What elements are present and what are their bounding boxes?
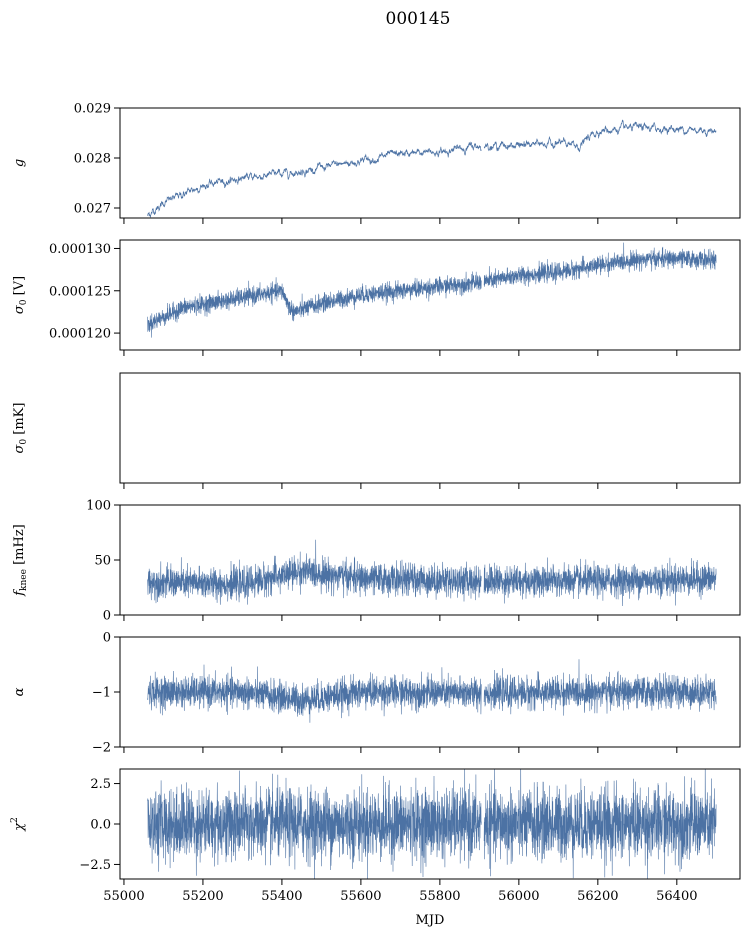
y-tick-label: −1 (92, 686, 111, 701)
panel-3: σ0 [mK] (12, 205, 741, 489)
y-tick-label: 0.000130 (49, 242, 111, 257)
y-label-symbol: α (12, 687, 27, 696)
x-tick-label: 55800 (419, 889, 460, 904)
y-label-unit: [mK] (12, 403, 27, 439)
x-tick-label: 56400 (656, 889, 697, 904)
series-line (147, 242, 717, 338)
axes-frame (119, 107, 741, 219)
x-tick-label: 55400 (261, 889, 302, 904)
y-label-symbol: σ (12, 443, 27, 453)
panel-6: −2.5 0.0 2.5 55000 55200 55400 55600 55800 56000… (10, 768, 741, 904)
series-line (147, 659, 717, 723)
y-label-subscript: 0 (19, 439, 29, 445)
y-tick-label: 0.000120 (49, 327, 111, 342)
y-tick-label: 0 (103, 609, 111, 624)
axes-frame (119, 239, 741, 351)
y-tick-label: 2.5 (90, 777, 111, 792)
panels: 0.027 0.028 0.029 g 0.000120 0.000125 0.000130… (10, 102, 741, 904)
y-axis-label: α (12, 687, 27, 696)
x-tick-label: 55200 (182, 889, 223, 904)
axes-frame (119, 504, 741, 616)
y-label-subscript: knee (19, 569, 29, 591)
y-tick-label: −2.5 (79, 858, 111, 873)
panel-5: −2 −1 0 α (12, 631, 741, 756)
y-tick-label: 0.000125 (49, 284, 111, 299)
panel-2: 0.000120 0.000125 0.000130 σ0 [V] (12, 239, 741, 356)
y-label-symbol: g (12, 159, 27, 167)
y-label-symbol: σ (12, 304, 27, 314)
y-tick-label: 0.028 (74, 152, 111, 167)
series-line (148, 205, 717, 362)
x-tick-label: 56000 (498, 889, 539, 904)
x-axis-label: MJD (416, 913, 445, 928)
y-axis-label: fknee [mHz] (12, 524, 29, 597)
panel-4: 0 50 100 fknee [mHz] (12, 499, 741, 624)
x-tick-label: 56200 (577, 889, 618, 904)
x-tick-label: 55000 (103, 889, 144, 904)
y-label-unit: [V] (12, 276, 27, 300)
series-line (147, 539, 717, 607)
y-label-symbol: f (12, 589, 27, 597)
y-tick-label: 50 (94, 554, 111, 569)
panel-1: 0.027 0.028 0.029 g (12, 102, 741, 224)
y-label-subscript: 0 (19, 299, 29, 305)
y-axis-label: σ0 [mK] (12, 403, 29, 454)
series-line (147, 119, 717, 218)
y-label-unit: [mHz] (12, 524, 27, 569)
y-label-symbol: χ (12, 822, 27, 832)
x-tick-label: 55600 (340, 889, 381, 904)
series-line (147, 769, 717, 879)
y-axis-label: σ0 [V] (12, 276, 29, 314)
y-axis-label: χ2 (10, 817, 27, 832)
y-tick-label: −2 (92, 741, 111, 756)
y-axis-label: g (12, 159, 27, 167)
axes-frame (119, 372, 741, 484)
y-tick-label: 0.0 (90, 818, 111, 833)
y-tick-label: 0 (103, 631, 111, 646)
y-tick-label: 0.027 (74, 202, 111, 217)
y-tick-label: 100 (86, 499, 111, 514)
y-label-superscript: 2 (10, 817, 20, 823)
y-tick-label: 0.029 (74, 102, 111, 117)
figure-title: 000145 (386, 9, 451, 29)
